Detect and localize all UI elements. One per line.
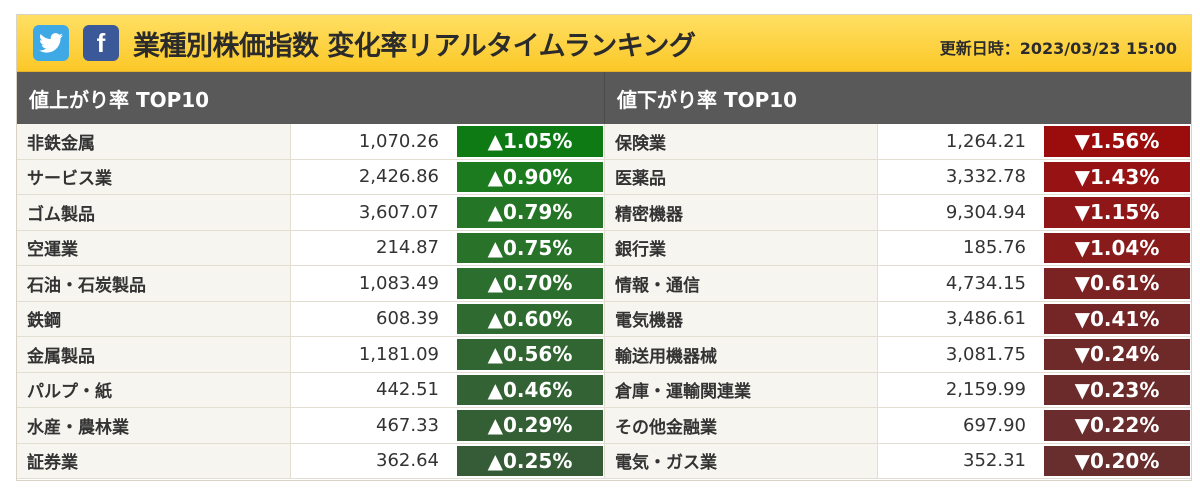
index-value: 362.64 bbox=[291, 443, 457, 478]
index-value: 352.31 bbox=[878, 443, 1044, 478]
table-row[interactable]: 空運業 214.87 ▲0.75% bbox=[17, 230, 604, 266]
updated-timestamp: 更新日時：2023/03/23 15:00 bbox=[939, 39, 1177, 58]
index-value: 608.39 bbox=[291, 301, 457, 336]
table-row[interactable]: 保険業 1,264.21 ▼1.56% bbox=[604, 124, 1191, 160]
index-value: 3,607.07 bbox=[291, 195, 457, 230]
index-value: 3,332.78 bbox=[878, 159, 1044, 194]
ranking-widget: f 業種別株価指数 変化率リアルタイムランキング 更新日時：2023/03/23… bbox=[16, 14, 1192, 481]
change-rate-badge: ▲0.25% bbox=[457, 445, 603, 476]
sector-name[interactable]: 銀行業 bbox=[604, 230, 878, 265]
table-row[interactable]: サービス業 2,426.86 ▲0.90% bbox=[17, 159, 604, 195]
losers-list: 保険業 1,264.21 ▼1.56% 医薬品 3,332.78 ▼1.43% 精密機器 9,… bbox=[604, 124, 1191, 479]
index-value: 214.87 bbox=[291, 230, 457, 265]
sector-name[interactable]: 情報・通信 bbox=[604, 266, 878, 301]
sector-name[interactable]: 輸送用機器械 bbox=[604, 337, 878, 372]
change-rate-badge: ▼0.20% bbox=[1044, 445, 1190, 476]
index-value: 1,181.09 bbox=[291, 337, 457, 372]
losers-heading: 値下がり率 TOP10 bbox=[604, 72, 1191, 124]
facebook-share-button[interactable]: f bbox=[83, 25, 119, 61]
change-rate-badge: ▲0.79% bbox=[457, 197, 603, 228]
widget-header: f 業種別株価指数 変化率リアルタイムランキング 更新日時：2023/03/23… bbox=[17, 15, 1191, 72]
table-row[interactable]: 金属製品 1,181.09 ▲0.56% bbox=[17, 337, 604, 373]
change-rate-badge: ▲0.60% bbox=[457, 303, 603, 334]
index-value: 467.33 bbox=[291, 408, 457, 443]
table-row[interactable]: 石油・石炭製品 1,083.49 ▲0.70% bbox=[17, 266, 604, 302]
table-row[interactable]: 精密機器 9,304.94 ▼1.15% bbox=[604, 195, 1191, 231]
sector-name[interactable]: 空運業 bbox=[17, 230, 291, 265]
sector-name[interactable]: 金属製品 bbox=[17, 337, 291, 372]
index-value: 9,304.94 bbox=[878, 195, 1044, 230]
sector-name[interactable]: その他金融業 bbox=[604, 408, 878, 443]
sector-name[interactable]: 電気機器 bbox=[604, 301, 878, 336]
index-value: 1,083.49 bbox=[291, 266, 457, 301]
change-rate-badge: ▲0.70% bbox=[457, 268, 603, 299]
table-row[interactable]: 情報・通信 4,734.15 ▼0.61% bbox=[604, 266, 1191, 302]
table-row[interactable]: 医薬品 3,332.78 ▼1.43% bbox=[604, 159, 1191, 195]
table-row[interactable]: 鉄鋼 608.39 ▲0.60% bbox=[17, 301, 604, 337]
sector-name[interactable]: 証券業 bbox=[17, 443, 291, 478]
change-rate-badge: ▼0.23% bbox=[1044, 374, 1190, 405]
change-rate-badge: ▲0.56% bbox=[457, 339, 603, 370]
index-value: 3,081.75 bbox=[878, 337, 1044, 372]
facebook-icon: f bbox=[96, 27, 106, 58]
sector-name[interactable]: 倉庫・運輸関連業 bbox=[604, 372, 878, 407]
sector-name[interactable]: サービス業 bbox=[17, 159, 291, 194]
gainers-column: 値上がり率 TOP10 非鉄金属 1,070.26 ▲1.05% サービス業 2,426… bbox=[17, 72, 604, 479]
change-rate-badge: ▲0.46% bbox=[457, 374, 603, 405]
ranking-columns: 値上がり率 TOP10 非鉄金属 1,070.26 ▲1.05% サービス業 2,426… bbox=[17, 72, 1191, 479]
twitter-share-button[interactable] bbox=[33, 25, 69, 61]
change-rate-badge: ▲1.05% bbox=[457, 126, 603, 157]
index-value: 185.76 bbox=[878, 230, 1044, 265]
losers-column: 値下がり率 TOP10 保険業 1,264.21 ▼1.56% 医薬品 3,332.78… bbox=[604, 72, 1191, 479]
change-rate-badge: ▼0.22% bbox=[1044, 410, 1190, 441]
index-value: 2,159.99 bbox=[878, 372, 1044, 407]
change-rate-badge: ▼0.41% bbox=[1044, 303, 1190, 334]
sector-name[interactable]: 保険業 bbox=[604, 124, 878, 159]
sector-name[interactable]: 石油・石炭製品 bbox=[17, 266, 291, 301]
twitter-icon bbox=[39, 33, 63, 53]
change-rate-badge: ▼1.15% bbox=[1044, 197, 1190, 228]
change-rate-badge: ▼1.43% bbox=[1044, 161, 1190, 192]
table-row[interactable]: パルプ・紙 442.51 ▲0.46% bbox=[17, 372, 604, 408]
index-value: 1,264.21 bbox=[878, 124, 1044, 159]
table-row[interactable]: 水産・農林業 467.33 ▲0.29% bbox=[17, 408, 604, 444]
sector-name[interactable]: 医薬品 bbox=[604, 159, 878, 194]
table-row[interactable]: 輸送用機器械 3,081.75 ▼0.24% bbox=[604, 337, 1191, 373]
table-row[interactable]: 非鉄金属 1,070.26 ▲1.05% bbox=[17, 124, 604, 160]
table-row[interactable]: ゴム製品 3,607.07 ▲0.79% bbox=[17, 195, 604, 231]
change-rate-badge: ▲0.90% bbox=[457, 161, 603, 192]
index-value: 442.51 bbox=[291, 372, 457, 407]
table-row[interactable]: 電気機器 3,486.61 ▼0.41% bbox=[604, 301, 1191, 337]
gainers-list: 非鉄金属 1,070.26 ▲1.05% サービス業 2,426.86 ▲0.90% ゴム製… bbox=[17, 124, 604, 479]
change-rate-badge: ▼0.24% bbox=[1044, 339, 1190, 370]
sector-name[interactable]: 精密機器 bbox=[604, 195, 878, 230]
sector-name[interactable]: 水産・農林業 bbox=[17, 408, 291, 443]
table-row[interactable]: 銀行業 185.76 ▼1.04% bbox=[604, 230, 1191, 266]
table-row[interactable]: 倉庫・運輸関連業 2,159.99 ▼0.23% bbox=[604, 372, 1191, 408]
page-title: 業種別株価指数 変化率リアルタイムランキング bbox=[133, 30, 696, 62]
index-value: 4,734.15 bbox=[878, 266, 1044, 301]
table-row[interactable]: 電気・ガス業 352.31 ▼0.20% bbox=[604, 443, 1191, 479]
sector-name[interactable]: 鉄鋼 bbox=[17, 301, 291, 336]
change-rate-badge: ▼1.56% bbox=[1044, 126, 1190, 157]
table-row[interactable]: 証券業 362.64 ▲0.25% bbox=[17, 443, 604, 479]
index-value: 1,070.26 bbox=[291, 124, 457, 159]
change-rate-badge: ▼1.04% bbox=[1044, 232, 1190, 263]
sector-name[interactable]: 非鉄金属 bbox=[17, 124, 291, 159]
change-rate-badge: ▲0.75% bbox=[457, 232, 603, 263]
index-value: 2,426.86 bbox=[291, 159, 457, 194]
sector-name[interactable]: パルプ・紙 bbox=[17, 372, 291, 407]
gainers-heading: 値上がり率 TOP10 bbox=[17, 72, 604, 124]
change-rate-badge: ▼0.61% bbox=[1044, 268, 1190, 299]
table-row[interactable]: その他金融業 697.90 ▼0.22% bbox=[604, 408, 1191, 444]
index-value: 697.90 bbox=[878, 408, 1044, 443]
sector-name[interactable]: ゴム製品 bbox=[17, 195, 291, 230]
index-value: 3,486.61 bbox=[878, 301, 1044, 336]
change-rate-badge: ▲0.29% bbox=[457, 410, 603, 441]
sector-name[interactable]: 電気・ガス業 bbox=[604, 443, 878, 478]
